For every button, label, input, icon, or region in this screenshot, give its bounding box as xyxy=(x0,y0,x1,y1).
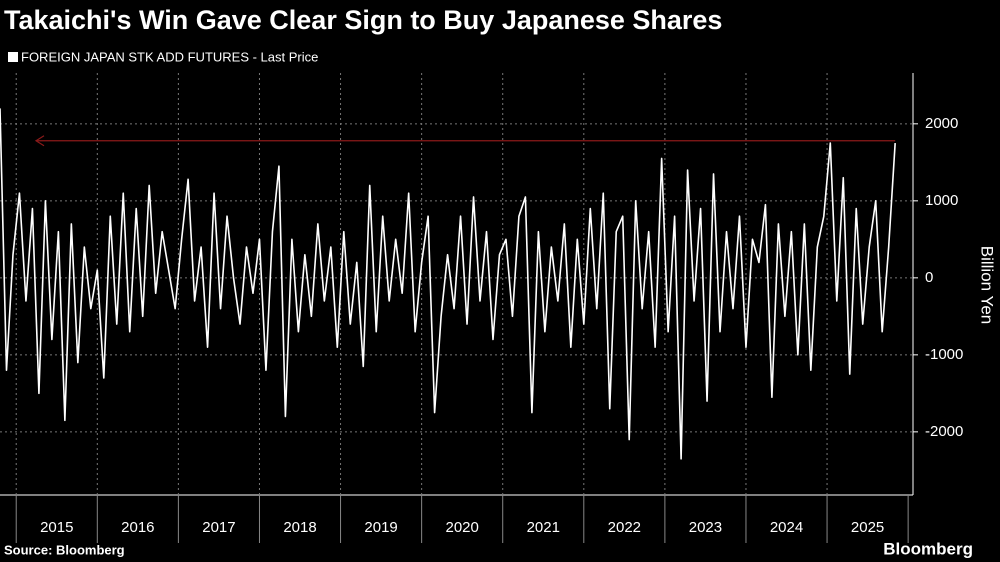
source: Source: Bloomberg xyxy=(4,542,125,557)
y-tick-label: 2000 xyxy=(925,115,958,132)
y-tick-label: -1000 xyxy=(925,346,963,363)
x-tick-label: 2019 xyxy=(364,519,397,536)
x-tick-label: 2025 xyxy=(851,519,884,536)
reference-arrow xyxy=(34,135,45,147)
y-tick-label: 0 xyxy=(925,269,933,286)
x-tick-label: 2022 xyxy=(608,519,641,536)
x-tick-label: 2018 xyxy=(283,519,316,536)
chart-title: Takaichi's Win Gave Clear Sign to Buy Ja… xyxy=(4,5,722,35)
x-tick-label: 2017 xyxy=(202,519,235,536)
series-line xyxy=(0,108,896,460)
legend-label: FOREIGN JAPAN STK ADD FUTURES - Last Pri… xyxy=(21,49,318,64)
y-tick-label: 1000 xyxy=(925,192,958,209)
x-tick-label: 2023 xyxy=(689,519,722,536)
x-tick-label: 2016 xyxy=(121,519,154,536)
x-tick-label: 2021 xyxy=(527,519,560,536)
y-tick-label: -2000 xyxy=(925,423,963,440)
brand: Bloomberg xyxy=(883,539,973,558)
y-axis-label: Billion Yen xyxy=(978,246,997,324)
x-tick-label: 2015 xyxy=(40,519,73,536)
x-tick-label: 2024 xyxy=(770,519,803,536)
legend-swatch xyxy=(8,52,18,62)
x-tick-label: 2020 xyxy=(445,519,478,536)
